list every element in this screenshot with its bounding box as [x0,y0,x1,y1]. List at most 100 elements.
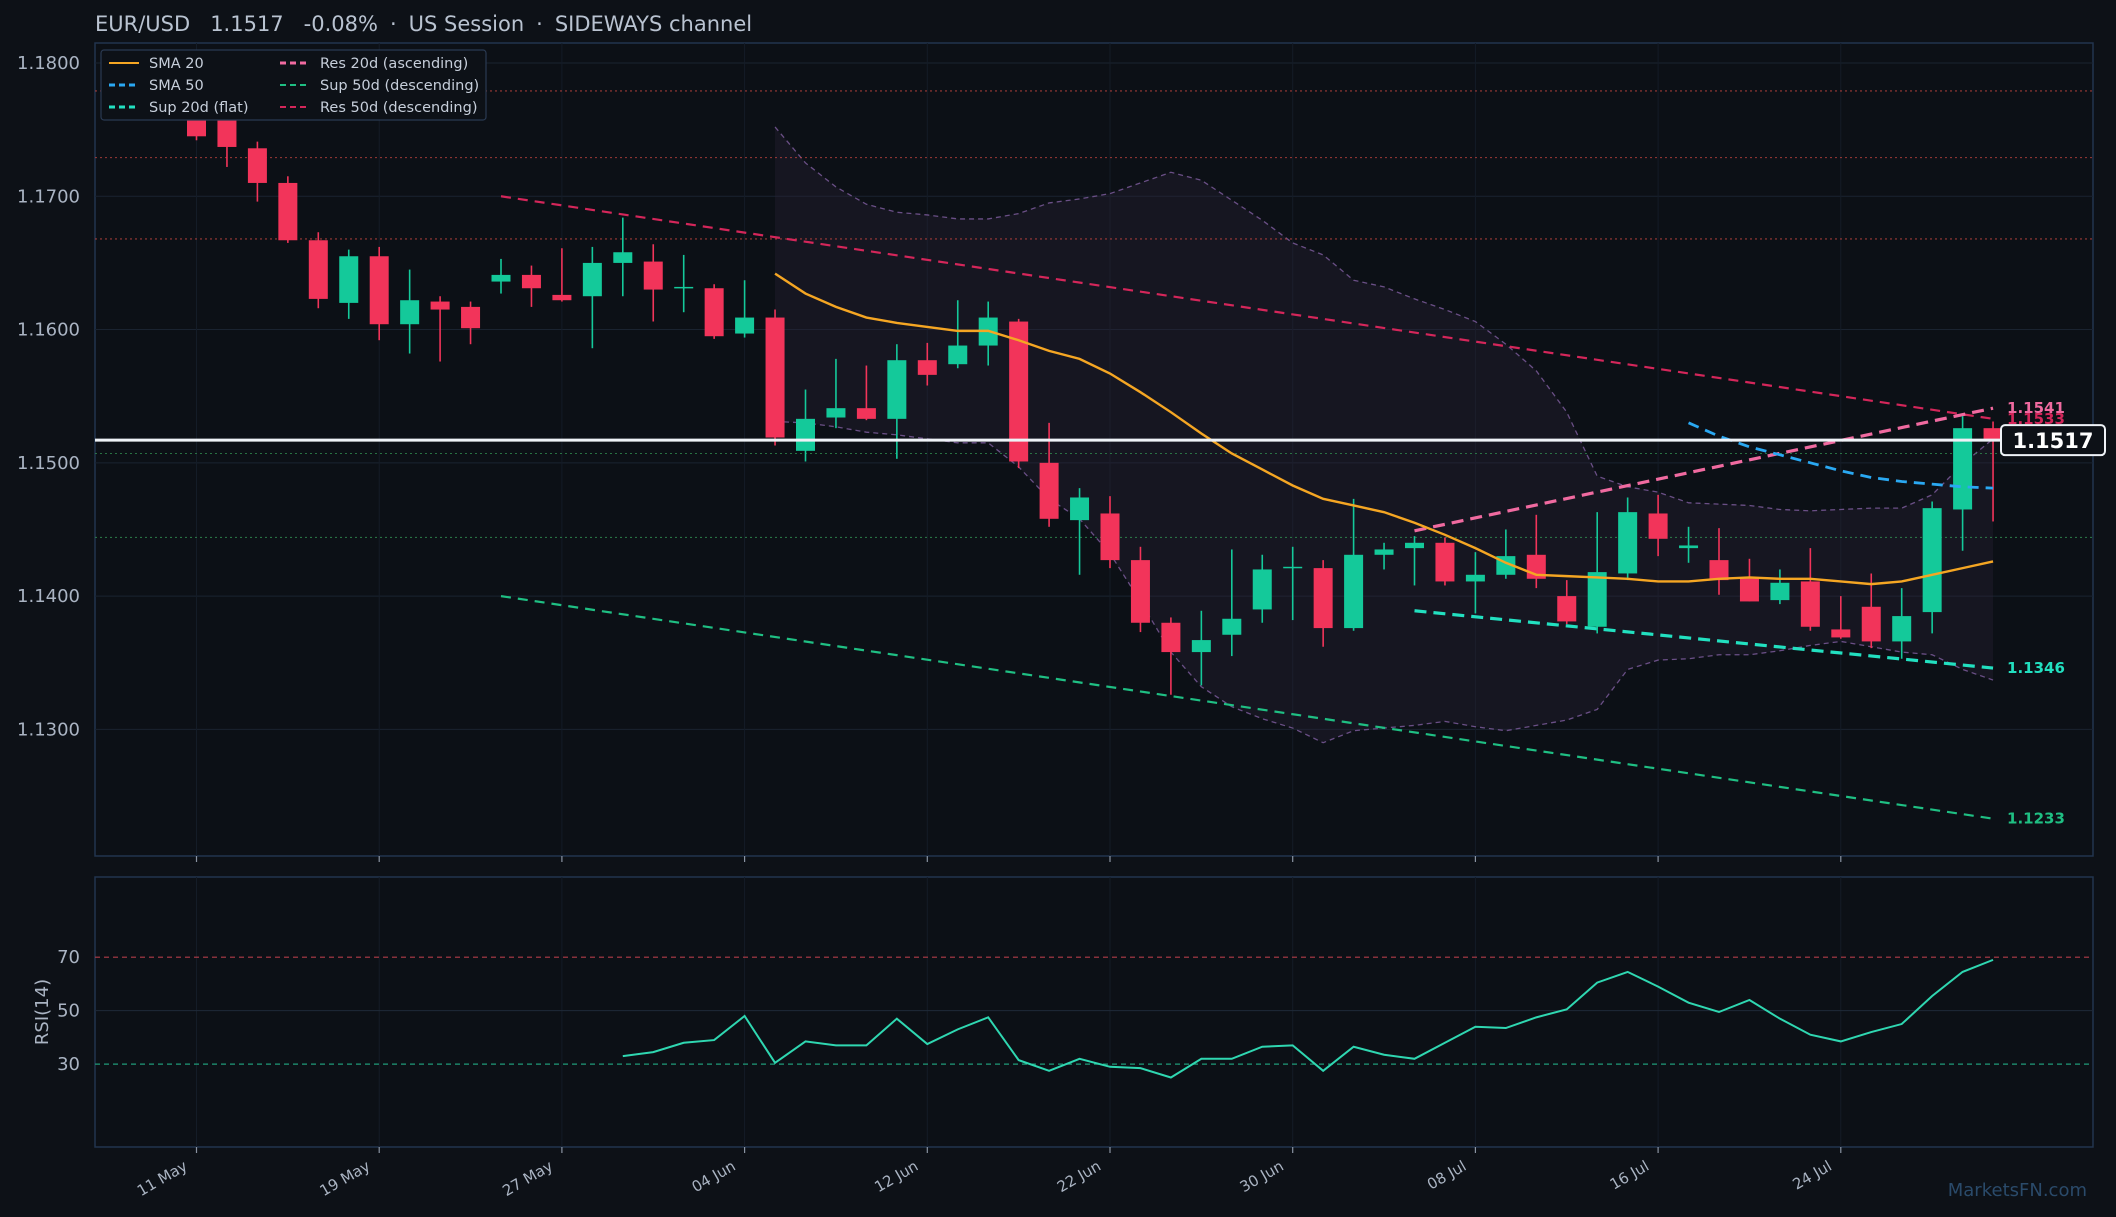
candle-body [552,294,572,301]
candle-body [796,418,815,451]
candle-body [247,148,267,183]
trendlines [500,195,1994,820]
bollinger-upper-line [774,126,1994,512]
price-label: 1.1517 [210,12,283,36]
candle-body [765,317,785,438]
candle-body [1892,616,1912,642]
candle-body [1648,513,1668,539]
rsi-line [622,958,1994,1079]
candlesticks [187,82,2003,695]
regime-label: SIDEWAYS channel [555,12,752,36]
price-tick-label: 1.1700 [17,186,80,207]
candle-body [308,240,328,299]
candle-body [400,300,420,325]
trendline [500,195,1994,420]
candle-body [1465,574,1485,582]
rsi-tick-label: 70 [57,947,80,968]
legend-label: SMA 50 [149,78,204,94]
change-label: -0.08% [304,12,378,36]
candle-body [1039,462,1059,519]
session-label: US Session [409,12,525,36]
sma20-line [774,272,1994,586]
candle-body [339,256,359,303]
candle-body [1709,560,1729,581]
candle-body [826,408,846,418]
legend-label: SMA 20 [149,56,204,72]
candle-body [917,360,937,375]
price-x-tick-marks [195,856,1842,862]
price-panel: 1.1517 1.13001.14001.15001.16001.17001.1… [17,42,2106,862]
moving-averages [774,272,1994,586]
candle-body [735,317,755,334]
candle-body [217,118,237,147]
candle-body [704,288,724,337]
rsi-tick-label: 30 [57,1054,80,1075]
legend-label: Sup 50d (descending) [320,78,479,94]
rsi-axis: 30 50 70 [57,947,80,1075]
trendline [1414,406,1994,533]
header-separator: · [390,12,397,36]
trendline [1414,609,1994,670]
trendline [500,595,1994,820]
candle-body [674,286,694,289]
price-tick-label: 1.1500 [17,453,80,474]
candle-body [643,261,663,290]
candle-body [948,345,968,365]
price-tick-label: 1.1600 [17,320,80,341]
sma50-line [1687,421,1994,490]
candle-body [1070,497,1090,521]
candle-body [1739,577,1759,602]
candle-body [1557,596,1577,622]
candle-body [1100,513,1120,561]
price-tick-label: 1.1300 [17,719,80,740]
level-labels: 1.1533 1.1233 1.1541 1.1346 [2007,399,2065,827]
candle-body [521,274,541,289]
candle-body [613,252,633,263]
candle-body [1252,569,1272,610]
candle-body [1861,606,1881,642]
candle-body [1587,572,1607,627]
candle-body [1374,549,1394,555]
trendline-level-label: 1.1346 [2007,659,2065,677]
candle-body [461,306,481,329]
candle-body [491,274,511,282]
header-separator: · [536,12,543,36]
candle-body [856,408,876,419]
candle-body [1953,428,1973,510]
candle-body [1405,542,1424,549]
candle-body [1009,321,1029,462]
watermark: MarketsFN.com [1948,1180,2087,1201]
candle-body [1313,568,1333,629]
candle-body [430,301,450,310]
candle-body [1344,554,1364,629]
trendline-level-label: 1.1541 [2007,399,2065,417]
rsi-axis-label: RSI(14) [32,979,53,1045]
current-price-tag-label: 1.1517 [2012,429,2093,453]
price-axis: 1.1300 1.1400 1.1500 1.1600 1.1700 1.1800 [17,53,80,740]
candle-body [278,182,298,241]
chart-header: EUR/USD 1.1517 -0.08% · US Session · SIDEWAYS … [95,12,752,36]
rsi-gridlines [95,877,2093,1147]
candle-body [1922,508,1942,613]
candle-body [1161,622,1181,653]
candle-body [1770,582,1790,601]
rsi-panel-frame [94,876,2094,1148]
candle-body [1191,640,1211,653]
candle-body [1222,618,1242,635]
legend: SMA 20 SMA 50 Sup 20d (flat) Res 20d (ascen… [100,49,487,121]
horizontal-levels [95,90,2093,539]
trendline-level-label: 1.1533 [2007,410,2065,428]
legend-label: Sup 20d (flat) [149,100,249,116]
candle-body [887,360,907,419]
candle-body [1618,512,1638,574]
price-gridlines [95,43,2093,856]
candle-body [369,256,389,325]
candle-body [1800,581,1820,627]
candle-body [1435,542,1455,582]
current-price-line: 1.1517 [95,424,2106,457]
trendline-level-label: 1.1233 [2007,810,2065,828]
candle-body [1130,560,1150,623]
candle-body [1283,566,1303,569]
candle-body [1831,629,1851,638]
